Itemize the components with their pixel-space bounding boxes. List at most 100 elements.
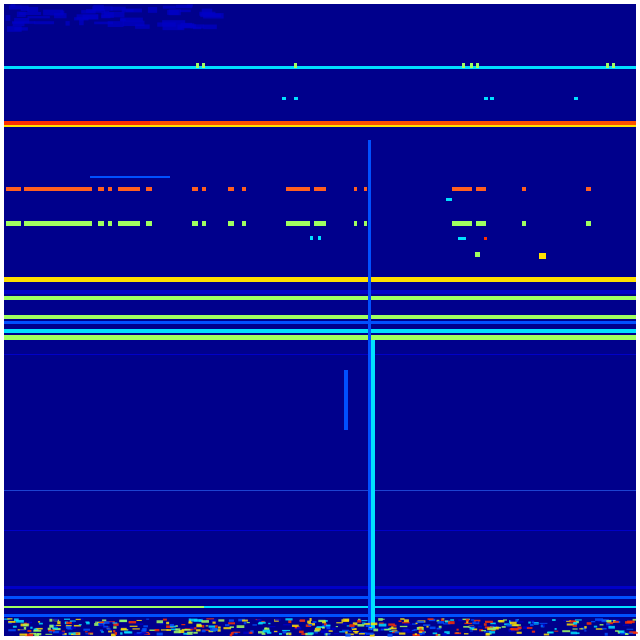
heatmap-noise (543, 624, 545, 627)
heatmap-noise (476, 621, 478, 622)
heatmap-noise (136, 623, 143, 624)
heatmap-noise (366, 633, 374, 635)
heatmap-noise (332, 628, 336, 631)
heatmap-noise (19, 634, 26, 636)
heatmap-noise (257, 619, 262, 621)
heatmap-noise (217, 629, 220, 631)
heatmap-noise (608, 626, 614, 629)
heatmap-band (4, 490, 636, 491)
heatmap-noise (325, 633, 327, 636)
heatmap-noise (6, 15, 11, 21)
heatmap-noise (437, 628, 441, 630)
heatmap-noise (308, 632, 314, 634)
heatmap-marker (606, 63, 609, 68)
heatmap-segment (228, 221, 234, 226)
heatmap-band (4, 606, 204, 608)
heatmap-marker (484, 97, 488, 100)
heatmap-noise (60, 11, 64, 15)
heatmap-noise (193, 27, 201, 29)
heatmap-noise (357, 620, 361, 623)
heatmap-noise (48, 628, 51, 630)
heatmap-noise (163, 6, 176, 9)
heatmap-segment (146, 187, 152, 191)
heatmap-band (150, 121, 636, 125)
heatmap-marker (539, 253, 546, 259)
heatmap-noise (573, 625, 577, 627)
heatmap-noise (300, 619, 305, 622)
heatmap-noise (470, 630, 473, 631)
heatmap-noise (39, 623, 43, 625)
heatmap-band (4, 125, 636, 127)
heatmap-noise (594, 626, 597, 628)
heatmap-noise (199, 12, 215, 16)
heatmap-noise (322, 621, 326, 623)
heatmap-noise (600, 624, 604, 625)
heatmap-noise (510, 620, 514, 621)
heatmap-noise (34, 628, 38, 630)
heatmap-band (4, 335, 636, 340)
heatmap-noise (423, 624, 430, 626)
heatmap-noise (103, 626, 108, 628)
heatmap-noise (121, 628, 127, 630)
heatmap-marker (476, 63, 479, 68)
heatmap-noise (419, 631, 422, 633)
heatmap-band (4, 354, 636, 355)
heatmap-noise (27, 16, 49, 18)
heatmap-noise (38, 621, 40, 623)
heatmap-noise (146, 619, 149, 620)
heatmap-noise (19, 12, 41, 15)
heatmap-segment (314, 221, 326, 226)
heatmap-noise (13, 22, 25, 26)
heatmap-noise (212, 622, 215, 624)
heatmap-noise (143, 625, 148, 627)
heatmap-noise (20, 630, 25, 631)
heatmap-noise (517, 632, 522, 634)
heatmap-noise (77, 14, 99, 19)
heatmap-noise (633, 619, 637, 621)
heatmap-noise (59, 632, 65, 635)
heatmap-segment (108, 187, 112, 191)
heatmap-noise (189, 621, 192, 623)
heatmap-noise (108, 631, 112, 633)
heatmap-noise (470, 627, 474, 629)
heatmap-noise (43, 10, 63, 16)
heatmap-noise (263, 630, 270, 633)
heatmap-noise (341, 619, 349, 622)
heatmap-noise (485, 621, 493, 623)
heatmap-noise (163, 619, 167, 621)
heatmap-noise (21, 6, 29, 11)
heatmap-noise (243, 632, 249, 634)
heatmap-noise (530, 624, 534, 626)
heatmap-noise (175, 628, 180, 630)
heatmap-band (4, 530, 636, 531)
heatmap-segment (586, 187, 591, 191)
heatmap-noise (496, 627, 499, 630)
heatmap-noise (76, 619, 81, 620)
heatmap-noise (326, 625, 331, 627)
heatmap-noise (27, 630, 31, 632)
heatmap-segment (364, 221, 367, 226)
heatmap-segment (286, 221, 310, 226)
heatmap-noise (572, 628, 577, 629)
heatmap-segment (6, 187, 21, 191)
heatmap-noise (463, 626, 469, 628)
heatmap-noise (531, 620, 534, 621)
heatmap-noise (100, 630, 103, 632)
heatmap-noise (187, 632, 193, 633)
heatmap-noise (485, 633, 489, 635)
heatmap-noise (442, 618, 444, 619)
heatmap-noise (190, 627, 194, 629)
heatmap-noise (395, 631, 400, 633)
heatmap-segment (364, 187, 367, 191)
heatmap-noise (64, 619, 70, 620)
heatmap-noise (418, 627, 422, 629)
heatmap-segment (476, 221, 486, 226)
heatmap-noise (359, 633, 365, 635)
heatmap-band (4, 277, 636, 282)
heatmap-noise (442, 633, 446, 636)
heatmap-noise (450, 619, 454, 621)
heatmap-noise (627, 633, 633, 634)
heatmap-noise (544, 634, 549, 636)
heatmap-noise (83, 629, 90, 631)
heatmap-noise (34, 21, 54, 24)
